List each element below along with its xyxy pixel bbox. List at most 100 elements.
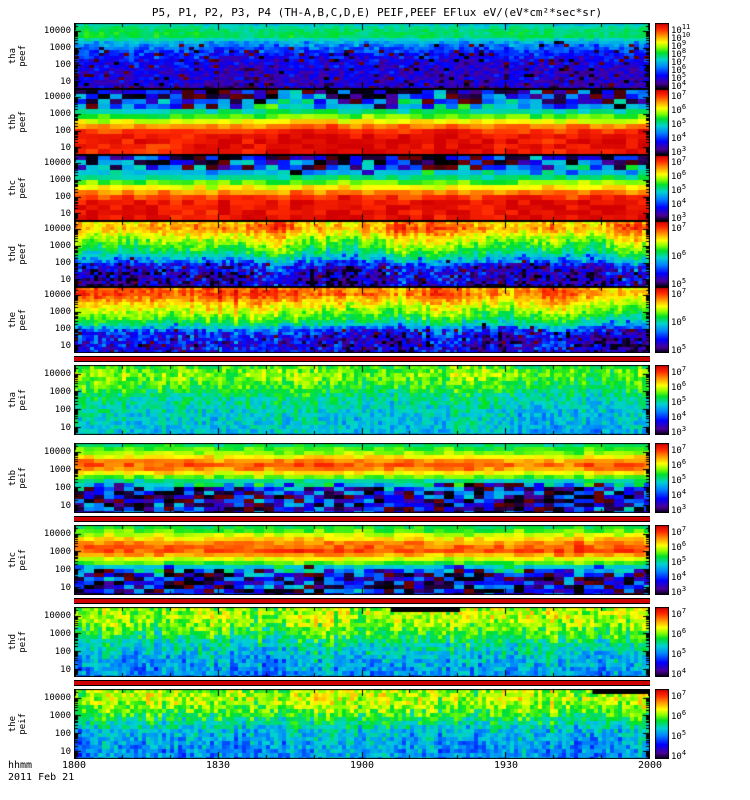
y-axis-tick-labels: 10000 1000 100 10 bbox=[28, 365, 74, 435]
panel-ylabel-line: peef bbox=[18, 177, 28, 199]
y-tick-label: 10 bbox=[60, 582, 71, 593]
y-tick-label: 1000 bbox=[49, 241, 71, 252]
colorbar-tick-label: 103 bbox=[671, 211, 687, 224]
colorbar-tick-label: 109 bbox=[671, 39, 687, 52]
x-tick-label: 1800 bbox=[61, 760, 87, 771]
spectrogram-plot-area bbox=[74, 221, 650, 287]
y-axis-tick-labels: 10000 1000 100 10 bbox=[28, 155, 74, 221]
colorbar-tick-label: 104 bbox=[671, 570, 687, 583]
colorbar-tick-labels: 107 106 105 104 bbox=[671, 689, 727, 762]
y-tick-label: 10000 bbox=[43, 528, 71, 539]
spectrogram-canvas bbox=[74, 221, 650, 287]
colorbar-tick-label: 105 bbox=[671, 395, 687, 408]
panel-ylabel: tha peef bbox=[8, 23, 28, 89]
colorbar-tick-label: 105 bbox=[671, 71, 687, 84]
y-tick-label: 10 bbox=[60, 746, 71, 757]
colorbar-tick-labels: 1011 1010 109 108 107 106 105 104 bbox=[671, 23, 727, 92]
colorbar-tick-label: 106 bbox=[671, 540, 687, 553]
colorbar-tick-label: 106 bbox=[671, 315, 687, 328]
colorbar-tick-label: 105 bbox=[671, 647, 687, 660]
y-tick-label: 10000 bbox=[43, 92, 71, 103]
y-tick-label: 1000 bbox=[49, 307, 71, 318]
colorbar-tick-labels: 107 106 105 bbox=[671, 287, 727, 356]
colorbar-tick-labels: 107 106 105 104 103 bbox=[671, 155, 727, 224]
panel-ylabel: thc peef bbox=[8, 155, 28, 221]
y-tick-label: 1000 bbox=[49, 175, 71, 186]
panel-ylabel-line: peif bbox=[18, 631, 28, 653]
colorbar-tick-label: 105 bbox=[671, 183, 687, 196]
y-tick-label: 1000 bbox=[49, 628, 71, 639]
saturated-red-strip bbox=[74, 356, 650, 362]
y-tick-label: 1000 bbox=[49, 710, 71, 721]
colorbar bbox=[655, 155, 669, 221]
y-axis-tick-labels: 10000 1000 100 10 bbox=[28, 287, 74, 353]
colorbar-tick-labels: 107 106 105 104 103 bbox=[671, 443, 727, 516]
saturated-red-strip bbox=[74, 516, 650, 522]
panel-ylabel-line: thd bbox=[8, 633, 18, 651]
y-tick-label: 100 bbox=[54, 192, 71, 203]
y-tick-label: 1000 bbox=[49, 386, 71, 397]
spectrogram-panel-tha-peif: tha peif 10000 1000 100 10 107 106 105 104 103 bbox=[8, 365, 746, 438]
colorbar-tick-label: 106 bbox=[671, 380, 687, 393]
spectrogram-canvas bbox=[74, 689, 650, 759]
spectrogram-plot-area bbox=[74, 525, 650, 595]
panel-ylabel-line: peef bbox=[18, 45, 28, 67]
colorbar-tick-label: 106 bbox=[671, 169, 687, 182]
y-tick-label: 10000 bbox=[43, 290, 71, 301]
colorbar bbox=[655, 23, 669, 89]
spectrogram-plot-area bbox=[74, 89, 650, 155]
colorbar-tick-label: 104 bbox=[671, 197, 687, 210]
spectrogram-canvas bbox=[74, 23, 650, 89]
y-tick-label: 10000 bbox=[43, 158, 71, 169]
panel-ylabel-line: peif bbox=[18, 713, 28, 735]
panel-ylabel-line: thb bbox=[8, 113, 18, 131]
colorbar-tick-label: 104 bbox=[671, 131, 687, 144]
y-tick-label: 10000 bbox=[43, 368, 71, 379]
y-tick-label: 100 bbox=[54, 646, 71, 657]
panel-ylabel-line: peif bbox=[18, 389, 28, 411]
panel-ylabel-line: thc bbox=[8, 551, 18, 569]
panel-ylabel: thd peif bbox=[8, 607, 28, 677]
colorbar-tick-labels: 107 106 105 104 103 bbox=[671, 89, 727, 158]
colorbar-tick-label: 105 bbox=[671, 343, 687, 356]
x-axis-format-label: hhmm bbox=[8, 760, 33, 771]
colorbar bbox=[655, 443, 669, 513]
colorbar-tick-label: 103 bbox=[671, 503, 687, 516]
panel-ylabel-line: thb bbox=[8, 469, 18, 487]
panel-ylabel-line: peef bbox=[18, 243, 28, 265]
y-tick-label: 100 bbox=[54, 60, 71, 71]
y-tick-label: 10000 bbox=[43, 610, 71, 621]
y-tick-label: 100 bbox=[54, 126, 71, 137]
date-label: 2011 Feb 21 bbox=[8, 772, 75, 783]
spectrogram-canvas bbox=[74, 287, 650, 353]
colorbar-tick-labels: 107 106 105 104 103 bbox=[671, 525, 727, 598]
colorbar-tick-label: 107 bbox=[671, 689, 687, 702]
colorbar-tick-label: 105 bbox=[671, 473, 687, 486]
y-tick-label: 10000 bbox=[43, 224, 71, 235]
y-tick-label: 10000 bbox=[43, 446, 71, 457]
panel-separator bbox=[8, 595, 746, 607]
colorbar bbox=[655, 89, 669, 155]
y-tick-label: 10 bbox=[60, 341, 71, 352]
panel-ylabel: thb peif bbox=[8, 443, 28, 513]
spectrogram-canvas bbox=[74, 607, 650, 677]
y-tick-label: 10000 bbox=[43, 692, 71, 703]
y-tick-label: 10 bbox=[60, 209, 71, 220]
spectrogram-plot-area bbox=[74, 689, 650, 759]
panel-ylabel-line: tha bbox=[8, 391, 18, 409]
colorbar-tick-label: 107 bbox=[671, 155, 687, 168]
panel-gap bbox=[8, 435, 746, 443]
colorbar bbox=[655, 689, 669, 759]
colorbar-tick-label: 106 bbox=[671, 249, 687, 262]
colorbar-tick-label: 103 bbox=[671, 585, 687, 598]
saturated-red-strip bbox=[74, 680, 650, 686]
spectrogram-plot-area bbox=[74, 23, 650, 89]
panel-ylabel-line: peef bbox=[18, 111, 28, 133]
colorbar bbox=[655, 365, 669, 435]
y-tick-label: 1000 bbox=[49, 546, 71, 557]
y-tick-label: 10 bbox=[60, 422, 71, 433]
panel-ylabel: thc peif bbox=[8, 525, 28, 595]
colorbar-tick-label: 105 bbox=[671, 555, 687, 568]
spectrogram-plot-area bbox=[74, 607, 650, 677]
